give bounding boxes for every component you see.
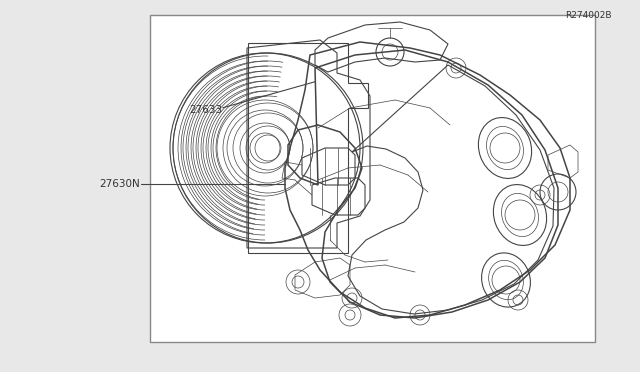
Text: 27633: 27633 xyxy=(189,105,222,115)
Text: R274002B: R274002B xyxy=(564,12,611,20)
Bar xyxy=(150,15,595,342)
Text: 27630N: 27630N xyxy=(99,179,140,189)
